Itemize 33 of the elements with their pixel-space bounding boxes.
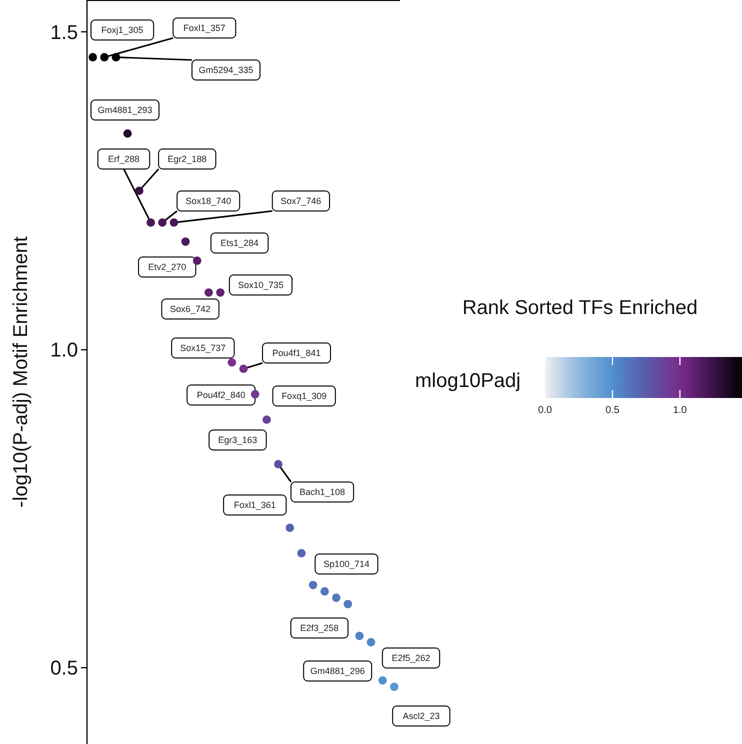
annotation: Foxl1_361: [234, 500, 276, 510]
annotation: Sox18_740: [186, 196, 232, 206]
annotation: Pou4f2_840: [196, 390, 246, 400]
annotation: Sp100_714: [323, 559, 370, 570]
annotation: Foxj1_305: [101, 25, 144, 36]
y-tick-label: 1.0: [50, 340, 78, 362]
annotation: Etv2_270: [148, 262, 186, 272]
annotation: Pou4f1_841: [272, 348, 321, 358]
annotation: Sox6_742: [170, 304, 211, 314]
annotation: Bach1_108: [300, 487, 346, 498]
text: Rank Sorted TFs Enriched: [462, 297, 698, 319]
y-tick-label: 1.5: [50, 22, 78, 44]
text: Ascl2_23: [402, 711, 440, 722]
color-bar-label: 1.0: [672, 405, 688, 416]
y-tick-label: 0.5: [50, 658, 78, 680]
annotation: Egr3_163: [218, 435, 258, 446]
annotation: E2f3_258: [300, 623, 339, 634]
y-axis-title: -log10(P-adj) Motif Enrichment: [10, 236, 32, 508]
annotation: Egr2_188: [168, 154, 207, 164]
annotation: Gm5294_335: [198, 65, 254, 76]
annotation: Gm4881_293: [98, 105, 152, 116]
annotation: Ets1_284: [220, 238, 259, 248]
annotation: Sox10_735: [238, 280, 284, 290]
color-bar-label: 0.0: [538, 405, 552, 416]
annotation: Gm4881_296: [310, 666, 365, 676]
annotation: E2f5_262: [392, 653, 430, 664]
annotation: Sox7_746: [280, 196, 322, 206]
annotation: Foxq1_309: [282, 391, 327, 402]
color-bar-title: mlog10Padj: [415, 370, 521, 392]
color-bar-label: 0.5: [606, 405, 620, 416]
annotation: Erf_288: [108, 154, 140, 164]
annotation: Foxl1_357: [183, 23, 226, 34]
annotation: Sox15_737: [180, 343, 226, 354]
